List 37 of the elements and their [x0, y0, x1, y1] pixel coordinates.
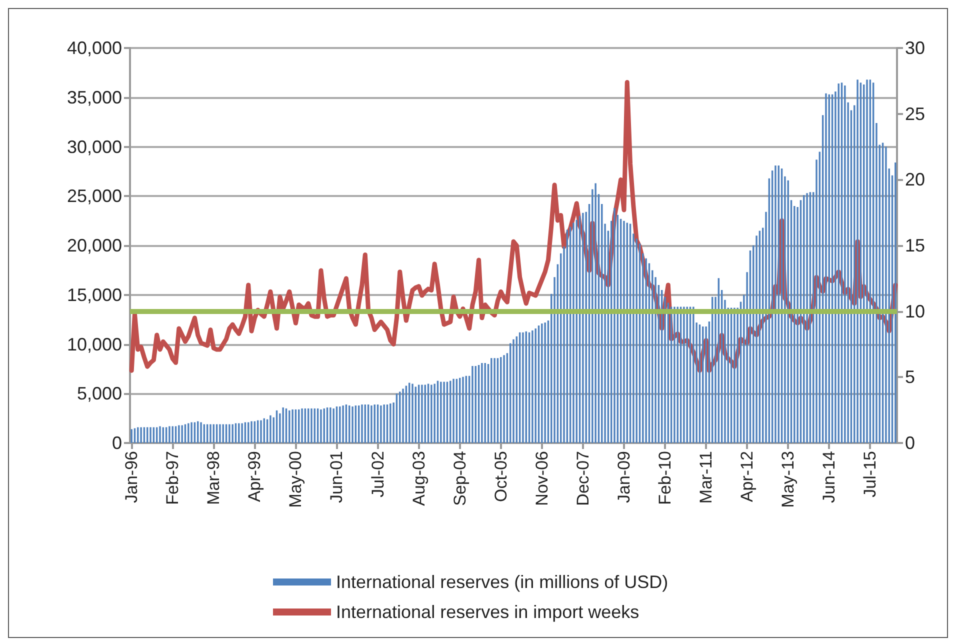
x-tick-label: Jan-96 — [122, 451, 142, 503]
y-tick-label: 20,000 — [66, 236, 122, 256]
y-tick-label: 10,000 — [66, 334, 122, 354]
y-tick-label: 5,000 — [76, 384, 122, 404]
y-tick-label: 35,000 — [66, 87, 122, 108]
legend-label: International reserves in import weeks — [336, 602, 640, 622]
y2-tick-label: 15 — [905, 236, 926, 256]
x-tick-label: Sep-04 — [450, 451, 470, 506]
y-tick-label: 30,000 — [66, 136, 122, 157]
y-tick-label: 40,000 — [66, 38, 122, 58]
x-tick-label: Jan-09 — [614, 451, 634, 503]
x-tick-label: Dec-07 — [573, 451, 592, 506]
x-tick-label: Oct-05 — [491, 451, 510, 502]
legend-label: International reserves (in millions of USD) — [336, 572, 668, 592]
x-tick-label: Feb-10 — [656, 451, 675, 505]
x-tick-label: Mar-98 — [204, 451, 224, 505]
x-tick-label: Jun-01 — [327, 451, 346, 503]
x-tick-label: Jul-02 — [368, 451, 388, 498]
x-tick-label: Apr-99 — [245, 451, 264, 502]
x-tick-label: May-13 — [778, 451, 798, 508]
y2-tick-label: 25 — [905, 104, 926, 124]
x-tick-label: Aug-03 — [409, 451, 428, 506]
x-tick-label: Jun-14 — [820, 451, 839, 503]
y-tick-label: 0 — [112, 433, 122, 453]
x-tick-label: Jul-15 — [860, 451, 880, 498]
x-tick-label: Feb-97 — [163, 451, 182, 505]
y-tick-label: 25,000 — [66, 186, 122, 206]
x-tick-label: Nov-06 — [532, 451, 552, 506]
y2-tick-label: 5 — [905, 367, 916, 388]
x-tick-label: Mar-11 — [696, 451, 716, 504]
y2-tick-label: 20 — [905, 170, 926, 190]
y2-tick-label: 10 — [905, 301, 926, 322]
y-tick-label: 15,000 — [66, 284, 122, 305]
y2-tick-label: 0 — [905, 433, 916, 453]
x-tick-label: Apr-12 — [738, 451, 757, 502]
x-tick-label: May-00 — [286, 451, 306, 508]
y2-tick-label: 30 — [905, 38, 926, 58]
